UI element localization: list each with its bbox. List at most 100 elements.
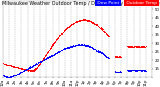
Point: [91, 22, 93, 23]
Point: [3, 63, 5, 64]
Point: [115, 56, 117, 57]
Point: [29, 66, 32, 67]
Point: [13, 74, 15, 76]
Point: [135, 70, 137, 71]
Point: [135, 46, 138, 47]
Point: [99, 27, 102, 29]
Point: [43, 57, 45, 58]
Point: [144, 46, 147, 48]
Point: [27, 67, 29, 69]
Point: [17, 67, 19, 68]
Point: [116, 71, 118, 72]
Point: [95, 24, 98, 26]
Point: [20, 71, 23, 73]
Point: [85, 20, 87, 21]
Point: [138, 45, 141, 47]
Point: [1, 74, 4, 76]
Point: [3, 75, 6, 76]
Point: [102, 54, 105, 55]
Point: [47, 50, 50, 51]
Point: [56, 38, 59, 39]
Point: [68, 46, 71, 47]
Point: [101, 28, 103, 30]
Point: [23, 70, 26, 71]
Point: [80, 19, 83, 21]
Point: [52, 54, 55, 56]
Point: [25, 68, 28, 70]
Point: [94, 23, 96, 24]
Point: [83, 19, 86, 20]
Point: [89, 45, 91, 47]
Point: [42, 59, 44, 61]
Point: [133, 45, 136, 47]
Point: [41, 60, 44, 61]
Point: [143, 46, 146, 47]
Point: [40, 61, 43, 62]
Point: [62, 31, 65, 32]
Point: [76, 45, 79, 46]
Point: [24, 70, 26, 71]
Point: [41, 59, 44, 60]
Point: [43, 59, 46, 60]
Point: [78, 44, 80, 46]
Point: [48, 48, 51, 49]
Point: [4, 63, 6, 65]
Point: [32, 64, 35, 66]
Point: [106, 56, 109, 58]
Point: [24, 69, 27, 71]
Point: [116, 71, 119, 73]
Point: [130, 70, 132, 71]
Point: [42, 57, 45, 58]
Point: [42, 59, 45, 60]
Point: [143, 46, 145, 47]
Point: [132, 46, 134, 47]
Point: [45, 58, 48, 59]
Point: [23, 68, 25, 70]
Point: [48, 49, 51, 50]
Point: [58, 34, 61, 36]
Point: [11, 66, 13, 67]
Point: [73, 45, 75, 46]
Point: [114, 71, 117, 72]
Point: [70, 24, 72, 25]
Point: [32, 65, 34, 66]
Point: [59, 50, 61, 52]
Point: [87, 20, 90, 22]
Point: [15, 67, 18, 68]
Point: [22, 70, 25, 72]
Point: [24, 69, 27, 70]
Point: [135, 45, 137, 47]
Point: [90, 47, 93, 49]
Point: [103, 31, 106, 32]
Point: [44, 58, 46, 59]
Point: [92, 22, 95, 24]
Point: [28, 69, 31, 71]
Point: [57, 37, 60, 38]
Point: [142, 69, 145, 71]
Point: [89, 20, 91, 22]
Point: [71, 23, 74, 24]
Point: [38, 62, 41, 63]
Point: [45, 52, 48, 53]
Point: [8, 64, 10, 66]
Point: [106, 57, 109, 58]
Point: [68, 26, 70, 27]
Point: [129, 69, 132, 71]
Point: [12, 75, 14, 77]
Point: [61, 32, 64, 33]
Point: [141, 69, 143, 71]
Point: [104, 54, 106, 56]
Point: [33, 64, 36, 65]
Point: [73, 45, 76, 47]
Point: [137, 69, 140, 71]
Point: [39, 63, 41, 64]
Point: [8, 76, 11, 78]
Point: [117, 56, 120, 57]
Point: [128, 70, 131, 71]
Point: [2, 75, 5, 76]
Point: [145, 46, 147, 47]
Point: [72, 45, 75, 46]
Point: [64, 47, 67, 49]
Point: [91, 47, 93, 48]
Point: [134, 69, 136, 71]
